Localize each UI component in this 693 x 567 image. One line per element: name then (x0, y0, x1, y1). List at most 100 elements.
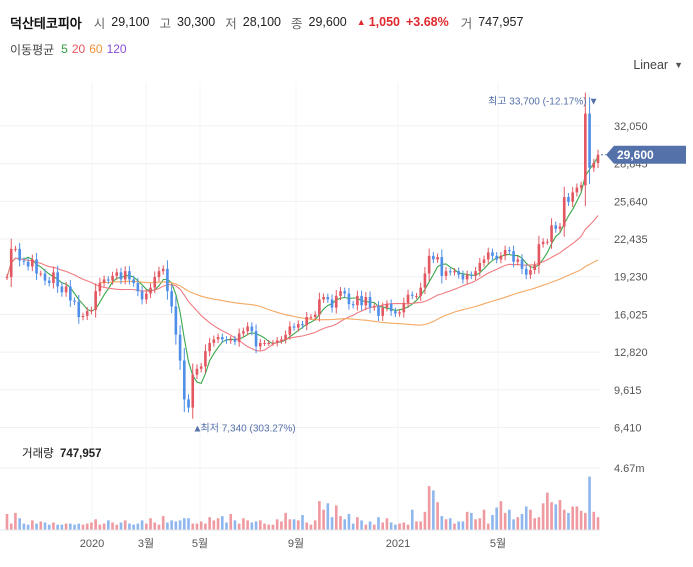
candle-body (47, 280, 51, 283)
volume-bar (410, 509, 414, 530)
volume-bar (123, 520, 127, 530)
volume-bar (271, 524, 275, 530)
volume-bar (330, 517, 334, 530)
volume-bar (288, 519, 292, 530)
candle-body (52, 272, 55, 283)
volume-bar (457, 521, 461, 530)
candle-body (5, 277, 9, 279)
high-value: 30,300 (177, 15, 216, 29)
change-percent: +3.68% (405, 15, 449, 29)
volume-bar (115, 524, 119, 530)
volume-bar (579, 510, 583, 530)
volume-bar (254, 521, 258, 530)
candle-body (461, 274, 465, 280)
volume-bar (43, 522, 47, 530)
candle-body (356, 295, 359, 306)
candle-body (56, 272, 59, 287)
price-tick-label: 12,820 (614, 347, 648, 359)
high-label: 고 (159, 16, 172, 31)
open-value: 29,100 (111, 15, 150, 29)
down-triangle-icon: ▼ (589, 97, 599, 108)
candle-body (275, 340, 279, 343)
volume-bar (119, 522, 123, 530)
volume-bar (372, 524, 376, 530)
volume-bar (592, 511, 596, 530)
volume-bar (178, 520, 182, 530)
volume-bar (478, 518, 482, 530)
candle-body (592, 162, 596, 168)
candle-body (457, 271, 461, 275)
candle-body (246, 326, 249, 332)
volume-bar (98, 524, 102, 530)
time-tick-label: 3월 (138, 537, 154, 550)
volume-bar (233, 520, 237, 530)
candle-body (567, 197, 570, 202)
price-grid (0, 83, 600, 530)
volume-bar (558, 500, 562, 530)
volume-bar (520, 513, 524, 530)
volume-bar (351, 523, 355, 530)
price-tick-label: 19,230 (614, 272, 648, 284)
volume-bar (343, 519, 347, 530)
volume-bar (284, 512, 287, 530)
volume-bar (111, 522, 114, 530)
ma-5-line (6, 156, 599, 385)
volume-bar (128, 523, 131, 530)
ma-20-label[interactable]: 20 (71, 42, 86, 56)
volume-bar (567, 512, 570, 530)
ma-120-label[interactable]: 120 (106, 42, 127, 56)
volume-bar (444, 519, 448, 530)
volume-bar (326, 503, 330, 530)
chevron-down-icon: ▼ (674, 60, 683, 70)
volume-bar (60, 524, 64, 530)
volume-bar (486, 523, 490, 530)
volume-bar (402, 522, 406, 530)
candle-body (347, 293, 351, 305)
volume-bar (191, 523, 195, 530)
ma-5-label[interactable]: 5 (61, 42, 68, 56)
candle-body (385, 304, 389, 308)
volume-bar (495, 507, 498, 530)
high-low-annotations: 최고 33,700 (-12.17%) ▼ ▲최저 7,340 (303.27%) (193, 96, 599, 435)
change-value: 1,050 (368, 15, 400, 29)
volume-bar (18, 518, 21, 530)
moving-average-title[interactable]: 이동평균 (10, 42, 55, 57)
candle-body (562, 197, 566, 227)
candle-body (69, 286, 72, 301)
volume-bar (263, 523, 266, 530)
candle-body (398, 312, 401, 314)
volume-bar (419, 521, 423, 530)
candle-body (503, 250, 507, 256)
volume-bar (524, 506, 528, 530)
candle-body (31, 259, 34, 267)
candle-body (309, 317, 313, 319)
candle-body (474, 271, 477, 276)
volume-bar (149, 518, 152, 530)
scale-label: Linear (633, 58, 669, 72)
time-tick-label: 2020 (80, 538, 104, 550)
volume-bar (453, 523, 456, 530)
volume-bar (368, 521, 372, 530)
volume-bar (406, 524, 410, 530)
volume-bar (26, 524, 30, 530)
low-annotation: 최저 7,340 (303.27%) (201, 423, 296, 435)
candle-body (343, 291, 347, 294)
volume-bar (309, 524, 313, 530)
candle-body (529, 269, 532, 275)
volume-bar (508, 509, 511, 530)
candle-body (541, 241, 545, 245)
close-label: 종 (291, 16, 303, 31)
volume-bar (157, 524, 161, 530)
volume-bar (229, 513, 233, 530)
scale-selector[interactable]: Linear ▼ (633, 56, 683, 74)
volume-bar (275, 519, 279, 530)
volume-title: 거래량 (22, 447, 54, 460)
price-axis: 6,410 9,615 12,820 16,025 19,230 22,435 25,640… (614, 121, 648, 435)
volume-bar (334, 505, 338, 530)
ma-60-label[interactable]: 60 (89, 42, 103, 56)
volume-bar (216, 518, 220, 530)
volume-bar (296, 520, 300, 530)
volume-bar (465, 511, 469, 530)
volume-panel: 거래량 747,957 4.67m (0, 447, 645, 530)
